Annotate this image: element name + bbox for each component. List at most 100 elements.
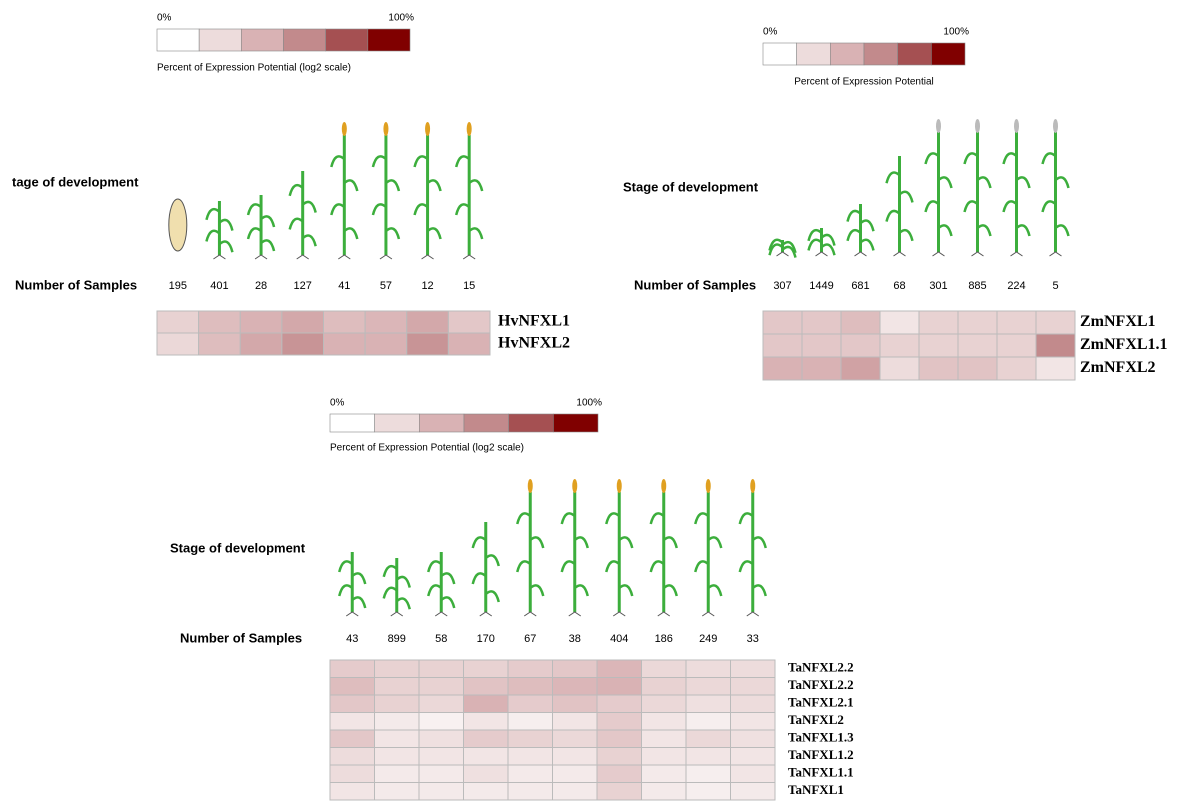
heat-cell — [880, 311, 919, 334]
gene-label: TaNFXL2 — [788, 712, 844, 727]
plant-leaf — [428, 180, 441, 191]
heat-cell — [597, 695, 642, 713]
legend-title: Percent of Expression Potential — [794, 77, 934, 88]
heat-cell — [802, 311, 841, 334]
legend-swatch — [368, 29, 410, 51]
plant-leaf — [606, 513, 619, 524]
stage-title: Stage of development — [623, 179, 759, 194]
heat-cell — [686, 730, 731, 748]
plant-leaf — [562, 513, 575, 524]
plant-head — [425, 122, 430, 136]
legend-max: 100% — [576, 398, 602, 409]
gene-label: TaNFXL1.2 — [788, 747, 854, 762]
plant-head — [617, 479, 622, 493]
heat-cell — [763, 357, 802, 380]
plant-leaf — [517, 513, 530, 524]
heat-cell — [508, 713, 553, 731]
heat-cell — [157, 333, 199, 355]
heat-cell — [375, 765, 420, 783]
plant-leaf — [339, 585, 352, 596]
samples-label: Number of Samples — [634, 277, 756, 292]
sample-count: 404 — [610, 633, 628, 645]
plant-root — [933, 252, 945, 256]
heat-cell — [642, 765, 687, 783]
plant-leaf — [290, 219, 303, 230]
heat-cell — [731, 713, 776, 731]
heat-cell — [841, 311, 880, 334]
plant-leaf — [261, 216, 274, 227]
heat-cell — [375, 660, 420, 678]
sample-count: 33 — [747, 633, 759, 645]
plant-root — [777, 252, 789, 256]
heat-cell — [330, 748, 375, 766]
plant-head — [342, 122, 347, 136]
heat-cell — [464, 660, 509, 678]
legend-swatch — [931, 43, 965, 65]
gene-label: TaNFXL1.3 — [788, 730, 854, 745]
plant-head — [936, 119, 941, 133]
heat-cell — [448, 311, 490, 333]
plant-root — [569, 612, 581, 616]
plant-leaf — [530, 537, 543, 548]
plant-leaf — [339, 561, 352, 572]
plant-leaf — [978, 177, 991, 188]
plant-head — [750, 479, 755, 493]
plant-leaf — [219, 220, 232, 231]
heat-cell — [508, 765, 553, 783]
heat-cell — [553, 748, 598, 766]
plant-leaf — [428, 228, 441, 239]
heat-cell — [365, 333, 407, 355]
plant-leaf — [219, 242, 232, 253]
heat-cell — [553, 765, 598, 783]
gene-label: TaNFXL1.1 — [788, 765, 854, 780]
plant-root — [213, 255, 225, 259]
heat-cell — [731, 678, 776, 696]
heat-cell — [763, 334, 802, 357]
plant-leaf — [1017, 177, 1030, 188]
heat-cell — [919, 357, 958, 380]
heat-cell — [763, 311, 802, 334]
plant-leaf — [1043, 201, 1056, 212]
sample-count: 57 — [380, 280, 392, 292]
sample-count: 1449 — [809, 280, 833, 292]
heat-cell — [553, 660, 598, 678]
plant-head — [1053, 119, 1058, 133]
heat-cell — [642, 660, 687, 678]
plant-leaf — [530, 585, 543, 596]
gene-label: TaNFXL1 — [788, 782, 844, 797]
heat-cell — [508, 678, 553, 696]
plant-leaf — [441, 573, 454, 584]
legend-swatch — [830, 43, 864, 65]
plant-leaf — [206, 209, 219, 220]
plant-root — [855, 252, 867, 256]
heat-cell — [642, 730, 687, 748]
heat-cell — [1036, 334, 1075, 357]
sample-count: 5 — [1052, 280, 1058, 292]
plant-root — [816, 252, 828, 256]
plant-root — [613, 612, 625, 616]
sample-count: 58 — [435, 633, 447, 645]
plant-leaf — [978, 225, 991, 236]
heat-cell — [731, 660, 776, 678]
plant-head — [467, 122, 472, 136]
plant-leaf — [575, 537, 588, 548]
heat-cell — [686, 765, 731, 783]
legend-swatch — [464, 414, 509, 432]
gene-label: TaNFXL2.2 — [788, 660, 854, 675]
plant-head — [706, 479, 711, 493]
heat-cell — [841, 357, 880, 380]
heat-cell — [419, 695, 464, 713]
heat-cell — [464, 695, 509, 713]
heat-cell — [642, 695, 687, 713]
heat-cell — [686, 748, 731, 766]
plant-leaf — [848, 230, 861, 241]
heat-cell — [880, 334, 919, 357]
legend-swatch — [864, 43, 898, 65]
sample-count: 186 — [655, 633, 673, 645]
plant-leaf — [486, 591, 499, 602]
heat-cell — [365, 311, 407, 333]
heat-cell — [375, 730, 420, 748]
plant-leaf — [619, 537, 632, 548]
plant-leaf — [344, 228, 357, 239]
plant-head — [661, 479, 666, 493]
